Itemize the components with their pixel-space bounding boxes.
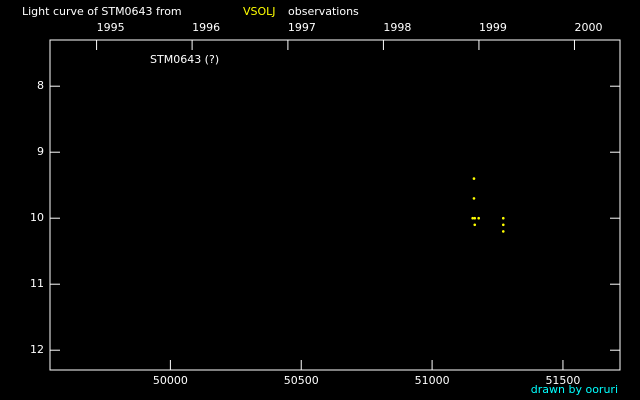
x-tick-label: 51500 — [545, 374, 580, 387]
point — [473, 216, 477, 220]
chart-title-suffix: observations — [288, 5, 359, 18]
y-tick-label: 10 — [30, 211, 44, 224]
chart-title: Light curve of STM0643 from — [22, 5, 182, 18]
x2-tick-label: 1996 — [192, 21, 220, 34]
x2-tick-label: 1995 — [97, 21, 125, 34]
x-tick-label: 51000 — [415, 374, 450, 387]
plot-frame — [49, 39, 621, 371]
point — [477, 216, 480, 220]
point — [501, 223, 505, 227]
point — [473, 223, 477, 227]
x2-tick-label: 1997 — [288, 21, 316, 34]
point — [471, 216, 474, 220]
point — [501, 230, 505, 233]
y-tick-label: 11 — [30, 277, 44, 290]
x2-tick-label: 1998 — [383, 21, 411, 34]
x-tick-label: 50000 — [153, 374, 188, 387]
point — [472, 177, 476, 180]
y-tick-label: 12 — [30, 343, 44, 356]
point — [501, 216, 505, 220]
credit: drawn by ooruri — [531, 383, 618, 396]
y-tick-label: 9 — [37, 145, 44, 158]
x2-tick-label: 1999 — [479, 21, 507, 34]
y-tick-label: 8 — [37, 79, 44, 92]
point — [472, 197, 476, 200]
x2-tick-label: 2000 — [574, 21, 602, 34]
chart-title-source: VSOLJ — [243, 5, 276, 18]
x-tick-label: 50500 — [284, 374, 319, 387]
annotation: STM0643 (?) — [150, 53, 219, 66]
